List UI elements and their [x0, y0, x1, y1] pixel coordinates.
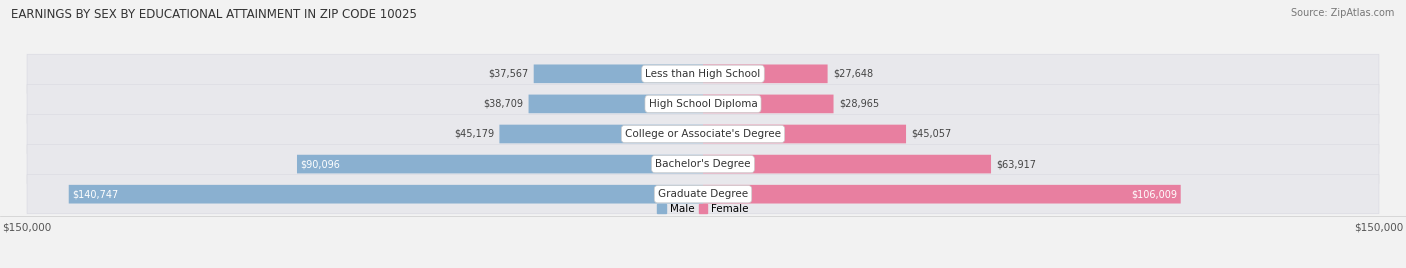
FancyBboxPatch shape: [703, 95, 834, 113]
Text: $90,096: $90,096: [301, 159, 340, 169]
FancyBboxPatch shape: [27, 84, 1379, 124]
FancyBboxPatch shape: [69, 185, 703, 203]
FancyBboxPatch shape: [703, 125, 905, 143]
Legend: Male, Female: Male, Female: [654, 200, 752, 218]
FancyBboxPatch shape: [703, 185, 1181, 203]
Text: $37,567: $37,567: [488, 69, 529, 79]
FancyBboxPatch shape: [703, 155, 991, 173]
FancyBboxPatch shape: [297, 155, 703, 173]
Text: $63,917: $63,917: [997, 159, 1036, 169]
Text: Bachelor's Degree: Bachelor's Degree: [655, 159, 751, 169]
Text: $28,965: $28,965: [839, 99, 879, 109]
Text: Source: ZipAtlas.com: Source: ZipAtlas.com: [1291, 8, 1395, 18]
Text: $45,057: $45,057: [911, 129, 952, 139]
Text: Less than High School: Less than High School: [645, 69, 761, 79]
Text: $106,009: $106,009: [1132, 189, 1177, 199]
FancyBboxPatch shape: [499, 125, 703, 143]
Text: Graduate Degree: Graduate Degree: [658, 189, 748, 199]
FancyBboxPatch shape: [529, 95, 703, 113]
FancyBboxPatch shape: [703, 65, 828, 83]
Text: EARNINGS BY SEX BY EDUCATIONAL ATTAINMENT IN ZIP CODE 10025: EARNINGS BY SEX BY EDUCATIONAL ATTAINMEN…: [11, 8, 418, 21]
Text: College or Associate's Degree: College or Associate's Degree: [626, 129, 780, 139]
Text: $38,709: $38,709: [484, 99, 523, 109]
Text: High School Diploma: High School Diploma: [648, 99, 758, 109]
Text: $140,747: $140,747: [72, 189, 118, 199]
FancyBboxPatch shape: [27, 144, 1379, 184]
FancyBboxPatch shape: [534, 65, 703, 83]
FancyBboxPatch shape: [27, 114, 1379, 154]
FancyBboxPatch shape: [27, 54, 1379, 94]
Text: $27,648: $27,648: [832, 69, 873, 79]
Text: $45,179: $45,179: [454, 129, 494, 139]
FancyBboxPatch shape: [27, 174, 1379, 214]
